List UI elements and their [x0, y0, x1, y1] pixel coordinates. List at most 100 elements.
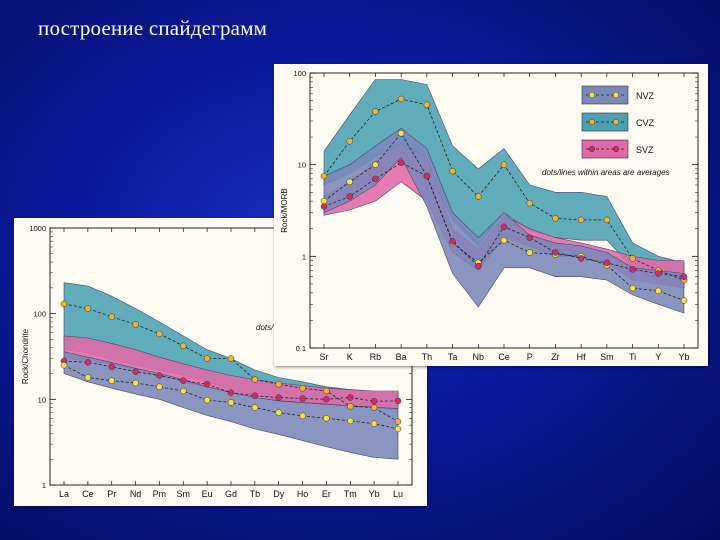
chondrite-point-svz-er: [323, 396, 330, 403]
legend-label-svz: SVZ: [636, 145, 654, 155]
element-label-zr: Zr: [551, 352, 560, 362]
morb-point-nvz-ti: [629, 284, 636, 292]
chondrite-point-svz-ce: [84, 359, 92, 366]
chondrite-point-svz-yb: [370, 397, 378, 405]
morb-point-svz-yb: [680, 273, 688, 280]
morb-point-cvz-ce: [500, 161, 508, 168]
element-label-sr: Sr: [320, 352, 329, 362]
chondrite-point-svz-sm: [180, 377, 187, 384]
morb-point-svz-p: [526, 234, 533, 241]
legend-label-cvz: CVZ: [636, 118, 655, 128]
morb-point-svz-ta: [449, 238, 456, 245]
morb-point-svz-th: [423, 172, 431, 180]
morb-point-cvz-sr: [320, 172, 328, 180]
chondrite-point-cvz-tm: [347, 403, 354, 410]
morb-point-nvz-k: [346, 178, 353, 186]
morb-spidergram-panel: 100 10 1 0.1 Sr K Rb Ba Th Ta Nb Ce P Zr Hf Sm Ti Y Yb Rock…: [274, 64, 708, 366]
element-label-ho: Ho: [297, 489, 309, 499]
chondrite-point-svz-pr: [108, 363, 115, 371]
morb-y-tick-label: 1: [302, 252, 306, 261]
chondrite-point-cvz-pm: [156, 330, 163, 338]
chondrite-point-nvz-tb: [251, 404, 259, 411]
morb-point-nvz-sr: [320, 197, 328, 205]
chondrite-point-nvz-gd: [227, 399, 235, 406]
legend-label-nvz: NVZ: [636, 91, 655, 101]
morb-point-svz-ba: [397, 159, 405, 166]
chondrite-point-nvz-sm: [180, 387, 187, 395]
element-label-sm: Sm: [177, 489, 191, 499]
element-label-ti: Ti: [629, 352, 636, 362]
element-label-y: Y: [655, 352, 661, 362]
morb-point-cvz-k: [346, 138, 353, 145]
morb-point-nvz-ba: [397, 130, 405, 137]
chondrite-point-svz-gd: [227, 389, 235, 396]
morb-point-cvz-ta: [449, 167, 456, 175]
morb-point-svz-rb: [372, 175, 379, 183]
chondrite-y-tick-label: 1: [42, 481, 46, 490]
chondrite-point-nvz-er: [323, 415, 330, 422]
morb-y-tick-label: 100: [293, 69, 306, 78]
element-label-yb: Yb: [369, 489, 380, 499]
element-label-lu: Lu: [393, 489, 403, 499]
chondrite-point-nvz-ho: [299, 412, 306, 420]
legend-marker-nvz-a: [588, 91, 596, 99]
legend-note: dots/lines within areas are averages: [542, 168, 670, 177]
morb-point-cvz-ba: [397, 95, 405, 103]
chondrite-point-nvz-yb: [370, 420, 378, 427]
chondrite-point-nvz-nd: [132, 379, 139, 387]
morb-point-svz-zr: [552, 249, 559, 256]
morb-band-nvz: [323, 127, 685, 314]
element-label-ce: Ce: [82, 489, 94, 499]
morb-point-nvz-rb: [372, 161, 379, 168]
morb-point-nvz-y: [655, 287, 662, 295]
element-label-k: K: [347, 352, 353, 362]
chondrite-spidergram-chart: 1000 100 10 1 La Ce Pr Nd Pm Sm Eu Gd Tb Dy Ho Er Tm Yb Lu…: [21, 224, 413, 499]
chondrite-point-cvz-tb: [251, 376, 259, 383]
element-label-ba: Ba: [396, 352, 407, 362]
morb-spidergram-chart: 100 10 1 0.1 Sr K Rb Ba Th Ta Nb Ce P Zr Hf Sm Ti Y Yb Rock…: [280, 69, 699, 362]
element-label-hf: Hf: [577, 352, 586, 362]
legend-marker-svz-b: [612, 145, 620, 153]
element-label-rb: Rb: [370, 352, 382, 362]
morb-point-svz-ce: [500, 223, 508, 231]
element-label-sm: Sm: [600, 352, 614, 362]
chondrite-point-nvz-ce: [84, 374, 92, 381]
chondrite-y-axis-title: Rock/Chondrite: [21, 328, 30, 384]
chondrite-point-cvz-dy: [275, 380, 282, 388]
element-label-nd: Nd: [130, 489, 142, 499]
chondrite-point-nvz-tm: [347, 417, 354, 425]
chondrite-point-cvz-lu: [394, 418, 402, 425]
element-label-tm: Tm: [344, 489, 357, 499]
chondrite-point-cvz-pr: [108, 313, 115, 321]
morb-point-svz-y: [655, 270, 662, 277]
morb-point-cvz-p: [526, 199, 533, 207]
legend-marker-svz-a: [588, 145, 596, 153]
chondrite-point-cvz-ho: [299, 384, 306, 392]
element-label-eu: Eu: [202, 489, 213, 499]
element-label-nb: Nb: [473, 352, 485, 362]
chondrite-point-svz-eu: [203, 380, 211, 388]
chondrite-y-tick-label: 100: [33, 310, 46, 319]
chondrite-point-cvz-eu: [203, 355, 211, 362]
element-label-yb: Yb: [678, 352, 689, 362]
chondrite-y-tick-label: 10: [38, 395, 46, 404]
legend-swatch-cvz: [581, 112, 629, 132]
chondrite-point-svz-tm: [347, 394, 354, 401]
element-label-dy: Dy: [273, 489, 284, 499]
morb-point-cvz-th: [423, 101, 431, 109]
chondrite-point-svz-ho: [299, 395, 306, 402]
element-label-pm: Pm: [153, 489, 167, 499]
chondrite-point-cvz-yb: [370, 404, 378, 411]
element-label-er: Er: [322, 489, 331, 499]
morb-point-svz-sr: [320, 203, 328, 210]
chondrite-point-cvz-er: [323, 387, 330, 395]
element-label-p: P: [527, 352, 533, 362]
element-label-ta: Ta: [448, 352, 458, 362]
chondrite-point-nvz-dy: [275, 409, 282, 416]
legend-swatch-nvz: [581, 85, 629, 105]
chondrite-point-svz-pm: [156, 372, 163, 379]
slide-title: построение спайдеграмм: [38, 16, 268, 40]
chondrite-point-svz-tb: [251, 392, 259, 400]
chondrite-point-nvz-eu: [203, 396, 211, 404]
morb-point-cvz-sm: [603, 216, 611, 224]
